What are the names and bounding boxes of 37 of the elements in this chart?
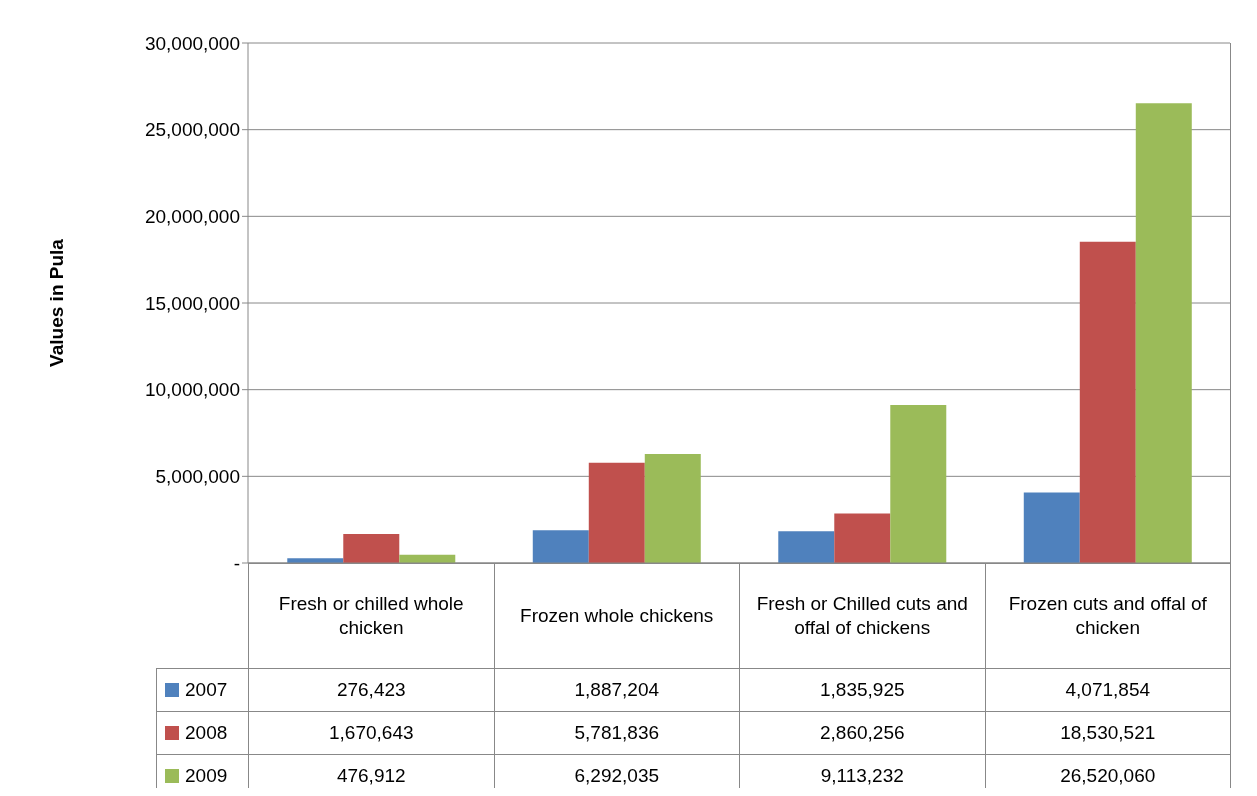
- data-label: 276,423: [248, 668, 494, 712]
- data-label: 5,781,836: [494, 711, 740, 755]
- x-tick-label: Frozen whole chickens: [494, 563, 740, 669]
- x-tick-label: Frozen cuts and offal of chicken: [985, 563, 1231, 669]
- data-label: 18,530,521: [985, 711, 1231, 755]
- legend-label: 2007: [184, 679, 228, 700]
- y-tick-label: 25,000,000: [144, 119, 240, 141]
- bar: [1023, 492, 1080, 563]
- data-label: 1,887,204: [494, 668, 740, 712]
- bar: [778, 531, 835, 563]
- y-axis-title: Values in Pula: [45, 238, 67, 367]
- x-tick-label: Fresh or Chilled cuts and offal of chickens: [739, 563, 985, 669]
- x-tick-label: Fresh or chilled whole chicken: [248, 563, 494, 669]
- y-tick-label: 10,000,000: [144, 379, 240, 401]
- data-label: 1,835,925: [739, 668, 985, 712]
- data-label: 4,071,854: [985, 668, 1231, 712]
- bar: [890, 405, 947, 563]
- bar: [644, 453, 701, 563]
- bar: [343, 534, 400, 563]
- legend-label: 2008: [184, 722, 228, 743]
- data-label: 9,113,232: [819, 764, 905, 788]
- y-tick-label: 5,000,000: [155, 466, 240, 488]
- bar: [532, 530, 589, 563]
- data-label: 1,670,643: [248, 711, 494, 755]
- bar: [1079, 241, 1136, 563]
- data-label: 2,860,256: [739, 711, 985, 755]
- y-tick-label: -: [233, 552, 240, 574]
- data-label: 476,912: [335, 764, 407, 788]
- bar: [1135, 103, 1192, 563]
- bar: [588, 462, 645, 563]
- y-tick-label: 30,000,000: [144, 32, 240, 54]
- data-label: 6,292,035: [573, 764, 660, 788]
- bar: [834, 513, 891, 563]
- legend-label: 2009: [184, 765, 228, 786]
- data-label: 26,520,060: [1059, 764, 1157, 788]
- y-tick-label: 15,000,000: [144, 292, 240, 314]
- y-tick-label: 20,000,000: [144, 206, 240, 228]
